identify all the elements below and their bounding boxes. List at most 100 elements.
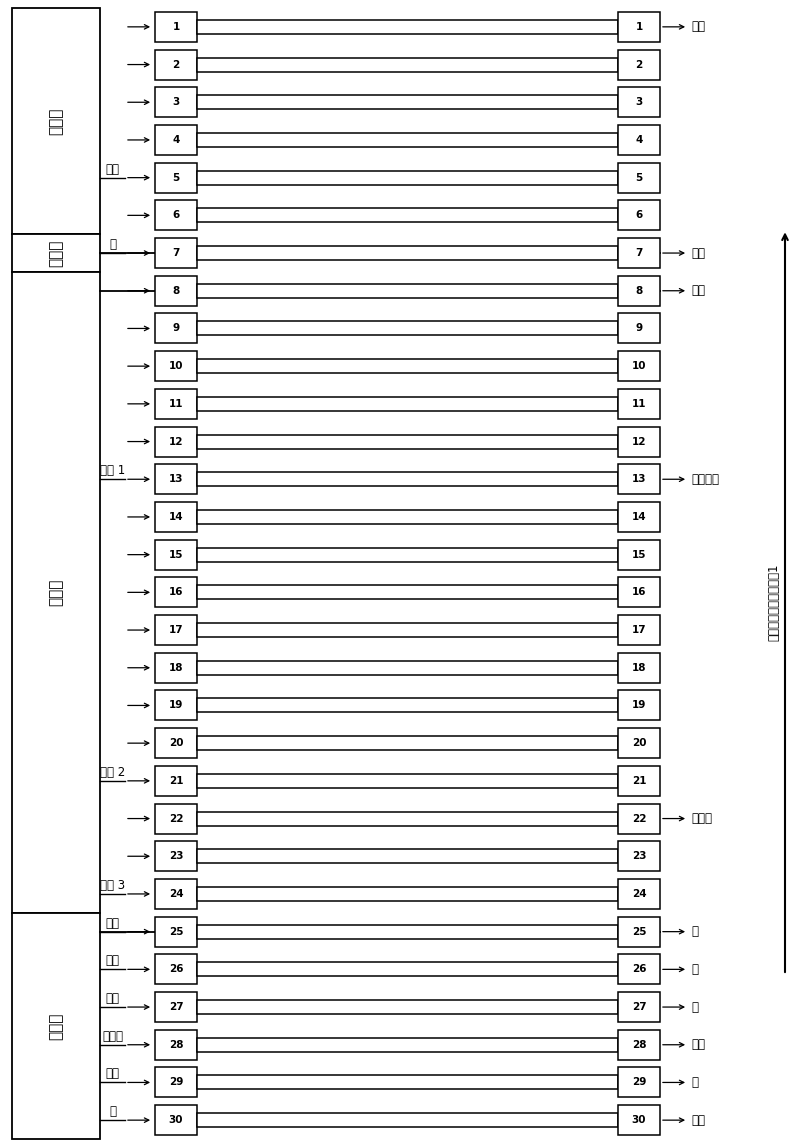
Bar (155, 879, 197, 908)
Bar (155, 577, 197, 608)
Bar (155, 954, 197, 984)
Bar (197, 1076, 618, 1090)
Bar (155, 275, 197, 306)
Text: 10: 10 (169, 361, 183, 372)
Bar (155, 992, 197, 1022)
Bar (618, 201, 660, 231)
Bar (618, 653, 660, 682)
Bar (197, 736, 618, 750)
Text: 液樺 3: 液樺 3 (100, 879, 125, 892)
Text: 各吸柱旋转方向，步骤1: 各吸柱旋转方向，步骤1 (767, 563, 780, 641)
Bar (155, 728, 197, 758)
Text: 22: 22 (169, 813, 183, 824)
Bar (197, 133, 618, 147)
Bar (155, 163, 197, 193)
Bar (618, 804, 660, 834)
Text: 28: 28 (632, 1039, 646, 1050)
Text: 废水: 废水 (691, 247, 705, 259)
Text: 17: 17 (632, 625, 646, 635)
Text: 24: 24 (169, 889, 183, 899)
Text: 28: 28 (169, 1039, 183, 1050)
Bar (197, 887, 618, 900)
Bar (155, 125, 197, 155)
Text: 30: 30 (632, 1115, 646, 1125)
Text: 10: 10 (632, 361, 646, 372)
Text: 13: 13 (632, 474, 646, 484)
Bar (155, 804, 197, 834)
Text: 26: 26 (169, 965, 183, 974)
Text: 2: 2 (172, 60, 180, 70)
Text: 5: 5 (172, 173, 180, 182)
Bar (12, 913, 100, 1139)
Text: 18: 18 (169, 663, 183, 673)
Bar (197, 247, 618, 260)
Text: 26: 26 (632, 965, 646, 974)
Bar (12, 234, 100, 272)
Text: 2: 2 (635, 60, 642, 70)
Bar (618, 954, 660, 984)
Text: 液樺 2: 液樺 2 (100, 766, 125, 779)
Bar (197, 473, 618, 486)
Bar (197, 812, 618, 826)
Text: 20: 20 (632, 739, 646, 748)
Text: 24: 24 (632, 889, 646, 899)
Bar (618, 502, 660, 532)
Text: 回收液: 回收液 (691, 812, 712, 825)
Bar (197, 397, 618, 411)
Text: 15: 15 (632, 549, 646, 560)
Bar (197, 57, 618, 71)
Bar (197, 435, 618, 448)
Bar (197, 209, 618, 223)
Text: 废水: 废水 (106, 992, 119, 1005)
Text: 7: 7 (172, 248, 180, 258)
Text: 6: 6 (635, 210, 642, 220)
Text: 19: 19 (632, 701, 646, 710)
Bar (197, 95, 618, 109)
Bar (618, 465, 660, 494)
Text: 4: 4 (635, 135, 642, 145)
Text: 水: 水 (109, 239, 116, 251)
Bar (197, 171, 618, 185)
Text: 27: 27 (169, 1002, 183, 1012)
Text: 25: 25 (632, 927, 646, 937)
Text: 30: 30 (169, 1115, 183, 1125)
Bar (618, 577, 660, 608)
Bar (155, 11, 197, 41)
Bar (155, 239, 197, 268)
Bar (197, 623, 618, 637)
Bar (618, 1106, 660, 1136)
Bar (197, 359, 618, 373)
Bar (618, 313, 660, 343)
Bar (618, 992, 660, 1022)
Bar (197, 1113, 618, 1128)
Text: 液樺 1: 液樺 1 (100, 465, 125, 477)
Bar (618, 351, 660, 381)
Bar (155, 313, 197, 343)
Text: 水: 水 (691, 1076, 698, 1089)
Text: 15: 15 (169, 549, 183, 560)
Text: 废水: 废水 (691, 1114, 705, 1126)
Text: 11: 11 (169, 399, 183, 408)
Text: 8: 8 (172, 286, 180, 296)
Text: 8: 8 (635, 286, 642, 296)
Text: 11: 11 (632, 399, 646, 408)
Bar (197, 849, 618, 864)
Text: 12: 12 (632, 437, 646, 446)
Text: 21: 21 (632, 775, 646, 786)
Text: 14: 14 (169, 512, 183, 522)
Text: 水: 水 (691, 1000, 698, 1014)
Bar (197, 19, 618, 34)
Bar (618, 239, 660, 268)
Bar (197, 283, 618, 298)
Text: 1: 1 (635, 22, 642, 32)
Bar (618, 87, 660, 117)
Bar (155, 427, 197, 457)
Bar (155, 766, 197, 796)
Text: 盐: 盐 (691, 962, 698, 976)
Text: 20: 20 (169, 739, 183, 748)
Bar (618, 163, 660, 193)
Bar (155, 653, 197, 682)
Bar (618, 1030, 660, 1060)
Bar (155, 49, 197, 79)
Bar (618, 11, 660, 41)
